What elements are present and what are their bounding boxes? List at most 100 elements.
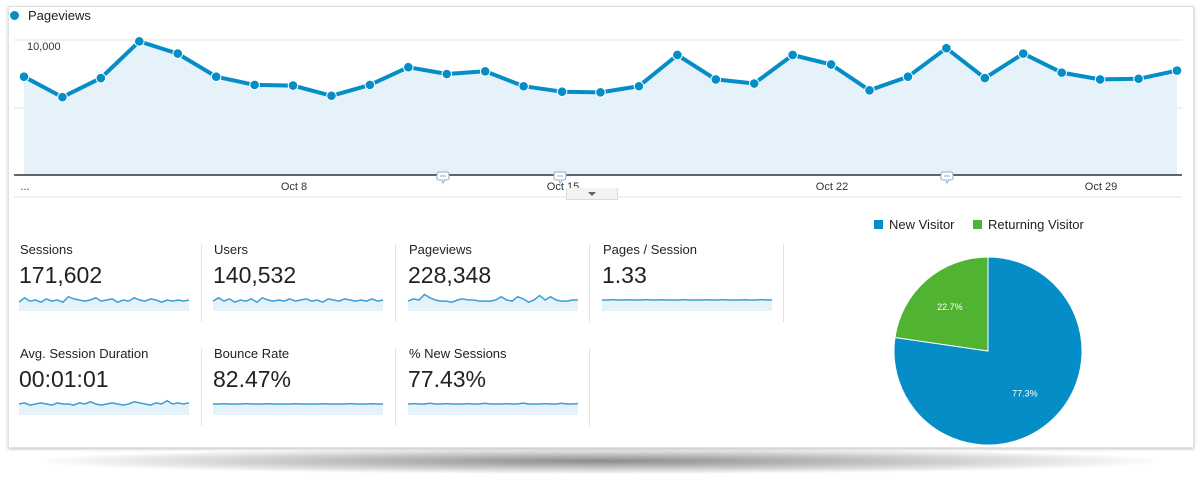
pageviews-legend[interactable]: Pageviews bbox=[10, 8, 91, 23]
pageviews-data-point[interactable] bbox=[518, 80, 529, 92]
metric-new-sessions[interactable]: % New Sessions 77.43% bbox=[407, 346, 579, 432]
sparkline-line bbox=[18, 295, 190, 304]
x-tick-label: Oct 29 bbox=[1085, 181, 1117, 193]
metric-label: Avg. Session Duration bbox=[20, 346, 149, 361]
sparkline-area bbox=[213, 297, 383, 311]
x-tick-label: Oct 8 bbox=[281, 181, 307, 193]
sparkline-line bbox=[407, 402, 579, 405]
x-tick-label: Oct 22 bbox=[816, 181, 848, 193]
legend-returning-visitor-swatch bbox=[973, 220, 982, 229]
sparkline-area bbox=[408, 403, 578, 415]
pageviews-data-point[interactable] bbox=[172, 48, 184, 59]
metric-sparkline bbox=[18, 295, 190, 311]
pie-slice-new-visitor[interactable] bbox=[893, 256, 1083, 446]
pageviews-data-point[interactable] bbox=[941, 42, 952, 54]
pageviews-data-point[interactable] bbox=[403, 61, 414, 73]
y-tick-label: 10,000 bbox=[27, 41, 61, 53]
sparkline-line bbox=[407, 293, 578, 304]
pageviews-data-point[interactable] bbox=[825, 59, 837, 70]
pageviews-data-point[interactable] bbox=[710, 74, 722, 85]
pageviews-data-point[interactable] bbox=[18, 71, 30, 83]
metric-divider bbox=[589, 244, 590, 322]
metric-divider bbox=[201, 348, 202, 426]
card-shadow bbox=[40, 448, 1160, 474]
visitor-type-pie-chart: 77.3% 22.7% bbox=[893, 256, 1083, 446]
metric-divider bbox=[589, 348, 590, 426]
pageviews-data-point[interactable] bbox=[479, 65, 491, 77]
metric-sparkline bbox=[407, 402, 579, 415]
metric-sparkline bbox=[602, 298, 772, 311]
metric-bounce-rate[interactable]: Bounce Rate 82.47% bbox=[212, 346, 384, 432]
metric-label: Pages / Session bbox=[603, 242, 697, 257]
pageviews-data-point[interactable] bbox=[287, 80, 299, 91]
metric-value: 1.33 bbox=[602, 262, 647, 288]
pageviews-data-point[interactable] bbox=[748, 78, 760, 89]
pageviews-data-point[interactable] bbox=[1171, 65, 1183, 76]
metric-divider bbox=[395, 348, 396, 426]
metric-value: 77.43% bbox=[408, 366, 487, 392]
pie-slice-returning-visitor[interactable] bbox=[894, 256, 989, 352]
metric-label: % New Sessions bbox=[409, 346, 507, 361]
metric-label: Sessions bbox=[20, 242, 73, 257]
metric-divider bbox=[783, 244, 784, 322]
chevron-down-icon bbox=[588, 191, 596, 196]
metric-users[interactable]: Users 140,532 bbox=[212, 242, 384, 328]
metric-sessions[interactable]: Sessions 171,602 bbox=[18, 242, 190, 328]
metric-sparkline bbox=[407, 293, 578, 311]
pageviews-data-point[interactable] bbox=[57, 91, 68, 103]
metric-sparkline bbox=[213, 402, 383, 415]
pageviews-data-point[interactable] bbox=[1017, 48, 1029, 59]
pageviews-data-point[interactable] bbox=[95, 72, 107, 84]
metric-value: 171,602 bbox=[19, 262, 103, 288]
pageviews-data-point[interactable] bbox=[441, 68, 453, 80]
metric-avg-session-duration[interactable]: Avg. Session Duration 00:01:01 bbox=[18, 346, 190, 432]
pageviews-data-point[interactable] bbox=[1094, 74, 1106, 85]
legend-new-visitor-label: New Visitor bbox=[889, 217, 955, 232]
pageviews-data-point[interactable] bbox=[633, 80, 645, 92]
expand-chart-toggle[interactable] bbox=[566, 188, 618, 200]
pageviews-data-point[interactable] bbox=[1056, 67, 1067, 78]
metric-pages-session[interactable]: Pages / Session 1.33 bbox=[601, 242, 773, 328]
annotation-flag-icon[interactable] bbox=[553, 171, 567, 185]
pageviews-data-point[interactable] bbox=[210, 71, 222, 83]
pageviews-data-point[interactable] bbox=[326, 90, 337, 102]
legend-returning-visitor-label: Returning Visitor bbox=[988, 217, 1084, 232]
metric-sparkline bbox=[212, 296, 384, 311]
pageviews-data-point[interactable] bbox=[364, 79, 376, 91]
pageviews-data-point[interactable] bbox=[1133, 73, 1144, 85]
legend-new-visitor[interactable]: New Visitor bbox=[874, 217, 955, 232]
legend-returning-visitor[interactable]: Returning Visitor bbox=[973, 217, 1084, 232]
sparkline-area bbox=[602, 299, 772, 311]
metric-value: 00:01:01 bbox=[19, 366, 109, 392]
sparkline-area bbox=[408, 294, 578, 311]
annotation-flag-icon[interactable] bbox=[940, 171, 954, 185]
pageviews-data-point[interactable] bbox=[902, 71, 914, 83]
pageviews-data-point[interactable] bbox=[595, 87, 606, 98]
pageviews-area bbox=[24, 41, 1177, 176]
metric-divider bbox=[201, 244, 202, 322]
pie-slice-label: 77.3% bbox=[1012, 389, 1038, 399]
metric-pageviews[interactable]: Pageviews 228,348 bbox=[407, 242, 579, 328]
metric-value: 82.47% bbox=[213, 366, 292, 392]
pageviews-data-point[interactable] bbox=[864, 85, 875, 96]
pageviews-data-point[interactable] bbox=[672, 49, 683, 61]
metric-label: Users bbox=[214, 242, 248, 257]
pie-slice-label: 22.7% bbox=[937, 302, 963, 312]
metric-label: Pageviews bbox=[409, 242, 472, 257]
sparkline-line bbox=[212, 296, 384, 304]
sparkline-area bbox=[19, 296, 189, 311]
pageviews-data-point[interactable] bbox=[134, 36, 145, 47]
metric-divider bbox=[395, 244, 396, 322]
pageviews-data-point[interactable] bbox=[556, 86, 568, 97]
pageviews-data-point[interactable] bbox=[787, 49, 798, 61]
pageviews-data-point[interactable] bbox=[249, 79, 260, 91]
pageviews-data-point[interactable] bbox=[979, 72, 991, 84]
pageviews-legend-dot bbox=[10, 11, 19, 20]
metric-value: 228,348 bbox=[408, 262, 492, 288]
annotation-flag-icon[interactable] bbox=[436, 171, 450, 185]
pageviews-legend-label: Pageviews bbox=[28, 8, 91, 23]
sparkline-line bbox=[18, 399, 190, 406]
metric-label: Bounce Rate bbox=[214, 346, 290, 361]
legend-new-visitor-swatch bbox=[874, 220, 883, 229]
